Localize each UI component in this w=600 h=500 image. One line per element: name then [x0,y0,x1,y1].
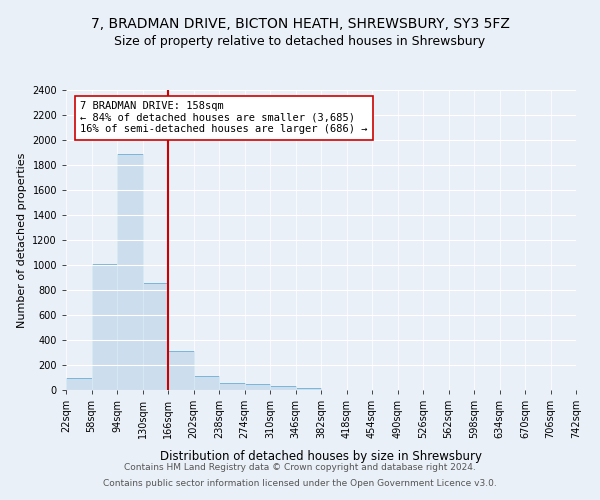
Text: Contains HM Land Registry data © Crown copyright and database right 2024.: Contains HM Land Registry data © Crown c… [124,464,476,472]
Text: 7 BRADMAN DRIVE: 158sqm
← 84% of detached houses are smaller (3,685)
16% of semi: 7 BRADMAN DRIVE: 158sqm ← 84% of detache… [80,101,368,134]
Y-axis label: Number of detached properties: Number of detached properties [17,152,26,328]
Bar [117,154,143,390]
Bar [193,376,219,390]
Bar [296,388,321,390]
Bar [91,264,117,390]
Bar [270,386,296,390]
X-axis label: Distribution of detached houses by size in Shrewsbury: Distribution of detached houses by size … [160,450,482,462]
Bar [66,378,91,390]
Bar [245,384,270,390]
Bar [219,383,245,390]
Text: Contains public sector information licensed under the Open Government Licence v3: Contains public sector information licen… [103,478,497,488]
Text: 7, BRADMAN DRIVE, BICTON HEATH, SHREWSBURY, SY3 5FZ: 7, BRADMAN DRIVE, BICTON HEATH, SHREWSBU… [91,18,509,32]
Text: Size of property relative to detached houses in Shrewsbury: Size of property relative to detached ho… [115,35,485,48]
Bar [143,282,168,390]
Bar [168,350,193,390]
